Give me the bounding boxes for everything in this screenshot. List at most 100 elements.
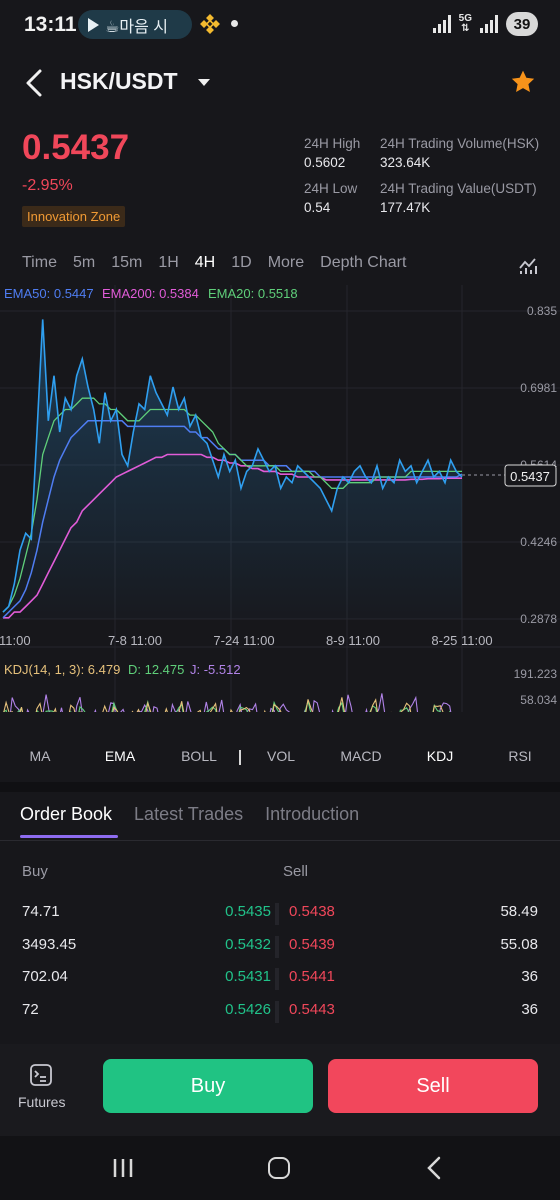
pair-title[interactable]: HSK/USDT [60, 68, 178, 94]
indicator-macd[interactable]: MACD [340, 748, 382, 764]
tab-more[interactable]: More [267, 254, 305, 271]
sell-quantity: 58.49 [500, 903, 538, 920]
order-book-row[interactable]: 72 0.5426 0.5443 36 [0, 1001, 560, 1023]
legend-ema50: EMA50: 0.5447 [4, 286, 94, 301]
stat-24h-volume: 24H Trading Volume(HSK) 323.64K [380, 136, 540, 170]
pair-dropdown-caret-icon[interactable] [198, 79, 210, 86]
recent-apps-icon[interactable] [112, 1158, 134, 1178]
indicator-rsi[interactable]: RSI [508, 748, 532, 764]
status-time: 13:11 [24, 13, 77, 36]
tab-4h[interactable]: 4H [194, 254, 216, 271]
indicator-tabs: MA EMA BOLL VOL MACD KDJ RSI [0, 748, 560, 770]
x-tick-label: 8-25 11:00 [431, 633, 492, 648]
indicator-boll[interactable]: BOLL [181, 748, 217, 764]
kdj-j-line [9, 693, 452, 712]
buy-price[interactable]: 0.5426 [225, 1001, 271, 1018]
futures-label[interactable]: Futures [18, 1094, 66, 1110]
kdj-legend-j: J: -5.512 [190, 662, 241, 677]
buy-quantity: 72 [22, 1001, 39, 1018]
sell-price[interactable]: 0.5441 [289, 968, 335, 985]
tab-order-book[interactable]: Order Book [20, 804, 113, 824]
buy-price[interactable]: 0.5432 [225, 936, 271, 953]
indicator-separator [239, 750, 241, 765]
back-arrow-icon[interactable] [22, 68, 50, 98]
signal-icon [432, 15, 451, 33]
y-tick-label: 0.835 [527, 304, 557, 318]
stat-24h-value: 24H Trading Value(USDT) 177.47K [380, 181, 537, 215]
battery-indicator: 39 [506, 12, 538, 36]
sell-price[interactable]: 0.5443 [289, 1001, 335, 1018]
legend-ema20: EMA20: 0.5518 [208, 286, 298, 301]
tab-latest-trades[interactable]: Latest Trades [134, 804, 244, 824]
order-book-sell-header: Sell [283, 863, 309, 880]
home-icon[interactable] [268, 1157, 290, 1179]
kdj-y-tick-label: 58.034 [520, 693, 557, 707]
tab-5m[interactable]: 5m [72, 254, 96, 271]
sell-button[interactable]: Sell [328, 1059, 538, 1113]
binance-icon [200, 14, 220, 34]
stat-24h-high: 24H High 0.5602 [304, 136, 361, 170]
notification-dot [231, 20, 238, 27]
order-book-row[interactable]: 702.04 0.5431 0.5441 36 [0, 968, 560, 990]
tab-depth-chart[interactable]: Depth Chart [320, 254, 407, 271]
indicator-kdj[interactable]: KDJ [426, 748, 454, 764]
order-book-row[interactable]: 3493.45 0.5432 0.5439 55.08 [0, 936, 560, 958]
sell-quantity: 36 [521, 1001, 538, 1018]
active-tab-indicator [20, 835, 118, 838]
last-price: 0.5437 [22, 128, 130, 167]
x-tick-label: 6-22 11:00 [0, 633, 31, 648]
x-axis: 6-22 11:00 7-8 11:00 7-24 11:00 8-9 11:00 8-… [0, 633, 493, 648]
indicator-ma[interactable]: MA [29, 748, 51, 764]
buy-price[interactable]: 0.5431 [225, 968, 271, 985]
tab-15m[interactable]: 15m [111, 254, 143, 271]
play-icon [88, 17, 99, 32]
sell-price[interactable]: 0.5439 [289, 936, 335, 953]
current-price-label: 0.5437 [510, 469, 550, 484]
chart-settings-icon[interactable] [518, 256, 538, 276]
section-divider [0, 782, 560, 792]
favorite-star-icon[interactable] [510, 69, 536, 95]
order-book-row[interactable]: 74.71 0.5435 0.5438 58.49 [0, 903, 560, 925]
indicator-ema[interactable]: EMA [104, 748, 136, 764]
depth-bar [275, 968, 279, 990]
notification-pill[interactable]: ☕마음 시 [78, 10, 192, 39]
price-change: -2.95% [22, 177, 73, 194]
depth-bar [275, 1001, 279, 1023]
tab-1d[interactable]: 1D [231, 254, 252, 271]
sell-quantity: 55.08 [500, 936, 538, 953]
kdj-y-tick-label: 191.223 [514, 667, 558, 681]
y-tick-label: 0.2878 [520, 612, 557, 626]
ema200-line [3, 453, 462, 619]
tab-time[interactable]: Time [22, 254, 57, 271]
tab-introduction[interactable]: Introduction [265, 804, 360, 824]
x-tick-label: 8-9 11:00 [326, 633, 380, 648]
buy-quantity: 74.71 [22, 903, 60, 920]
futures-icon[interactable] [29, 1063, 53, 1087]
buy-quantity: 702.04 [22, 968, 68, 985]
buy-button[interactable]: Buy [103, 1059, 313, 1113]
status-bar: 13:11 ☕마음 시 5G ⇅ 39 [0, 0, 560, 50]
kdj-k-line [3, 697, 444, 712]
notification-text: ☕마음 시 [105, 18, 168, 36]
tabs-divider [0, 840, 560, 841]
sell-price[interactable]: 0.5438 [289, 903, 335, 920]
indicator-vol[interactable]: VOL [266, 748, 296, 764]
buy-quantity: 3493.45 [22, 936, 77, 953]
y-tick-label: 0.4246 [520, 535, 557, 549]
system-nav-bar [0, 1136, 560, 1200]
order-tabs: Order Book Latest Trades Introduction [20, 804, 359, 825]
signal-icon-2 [480, 15, 498, 33]
y-tick-label: 0.6981 [520, 381, 557, 395]
x-tick-label: 7-8 11:00 [108, 633, 162, 648]
price-area [3, 319, 462, 619]
order-book-buy-header: Buy [22, 863, 48, 880]
buy-price[interactable]: 0.5435 [225, 903, 271, 920]
sell-quantity: 36 [521, 968, 538, 985]
stat-24h-low: 24H Low 0.54 [304, 181, 358, 215]
system-back-icon[interactable] [426, 1156, 442, 1180]
price-line [2, 319, 463, 613]
interval-tabs: Time 5m 15m 1H 4H 1D More Depth Chart [22, 254, 422, 272]
tab-1h[interactable]: 1H [158, 254, 179, 271]
